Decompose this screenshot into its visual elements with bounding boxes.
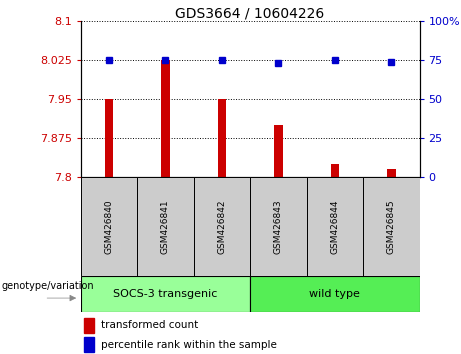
- Bar: [307, 177, 363, 276]
- Bar: [161, 60, 170, 177]
- Bar: [84, 337, 94, 352]
- Bar: [250, 177, 307, 276]
- Bar: [84, 318, 94, 333]
- Text: GSM426844: GSM426844: [330, 199, 339, 254]
- Bar: [81, 177, 137, 276]
- Text: GSM426841: GSM426841: [161, 199, 170, 254]
- Text: percentile rank within the sample: percentile rank within the sample: [101, 339, 277, 350]
- Text: GSM426840: GSM426840: [104, 199, 113, 254]
- Text: transformed count: transformed count: [101, 320, 198, 330]
- Title: GDS3664 / 10604226: GDS3664 / 10604226: [176, 6, 325, 20]
- Bar: [105, 99, 113, 177]
- Bar: [81, 276, 250, 312]
- Bar: [137, 177, 194, 276]
- Bar: [218, 99, 226, 177]
- Text: SOCS-3 transgenic: SOCS-3 transgenic: [113, 289, 218, 299]
- Text: genotype/variation: genotype/variation: [1, 281, 94, 291]
- Text: GSM426845: GSM426845: [387, 199, 396, 254]
- Bar: [363, 177, 420, 276]
- Bar: [387, 169, 396, 177]
- Text: GSM426843: GSM426843: [274, 199, 283, 254]
- Bar: [274, 125, 283, 177]
- Bar: [331, 164, 339, 177]
- Bar: [194, 177, 250, 276]
- Text: wild type: wild type: [309, 289, 360, 299]
- Text: GSM426842: GSM426842: [217, 199, 226, 254]
- Bar: [250, 276, 420, 312]
